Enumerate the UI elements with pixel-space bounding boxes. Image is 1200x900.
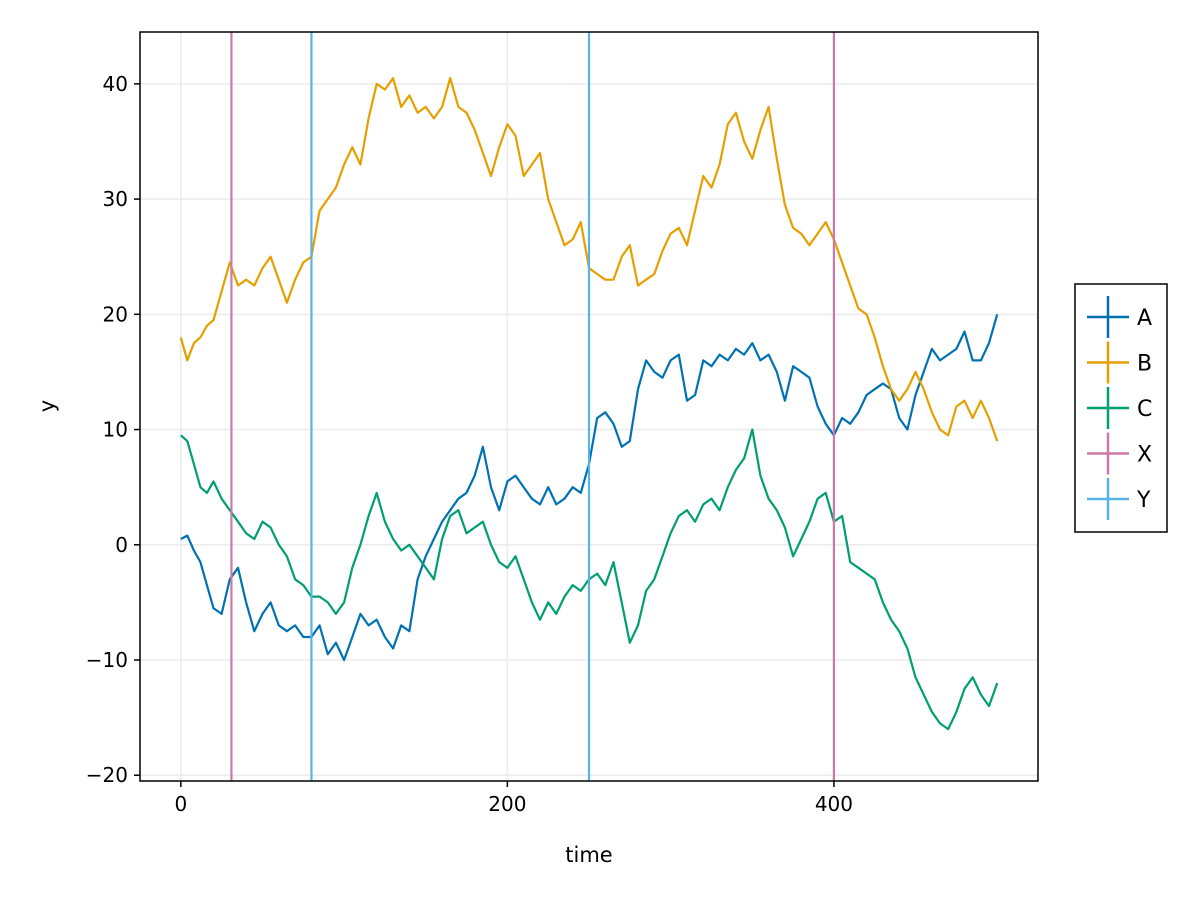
y-tick-label: 20 [103, 302, 128, 326]
y-tick-label: −10 [86, 648, 128, 672]
legend-label: Y [1136, 488, 1151, 513]
y-tick-label: −20 [86, 763, 128, 787]
y-tick-label: 30 [103, 187, 128, 211]
vertical-lines [230, 32, 836, 781]
y-tick-label: 0 [115, 533, 128, 557]
legend-item-c: C [1087, 387, 1152, 429]
plot-series [179, 76, 999, 731]
series-line-b [179, 76, 999, 442]
x-axis-title: time [565, 843, 612, 867]
legend-label: A [1137, 306, 1152, 331]
x-axis: 0 200 400 [174, 781, 853, 816]
legend-item-x: X [1087, 432, 1152, 475]
legend-item-y: Y [1087, 478, 1151, 520]
x-tick-label: 200 [488, 792, 526, 816]
legend-label: C [1137, 397, 1152, 422]
legend-item-a: A [1087, 296, 1152, 338]
y-tick-label: 10 [103, 418, 128, 442]
y-tick-label: 40 [103, 72, 128, 96]
y-axis: −20 −10 0 10 20 30 40 [86, 72, 140, 787]
legend-label: X [1137, 443, 1152, 468]
x-tick-label: 0 [174, 792, 187, 816]
legend-label: B [1137, 352, 1152, 377]
y-axis-title: y [35, 400, 59, 412]
plot-frame [139, 31, 1039, 782]
series-line-c [180, 428, 999, 731]
x-tick-label: 400 [815, 792, 853, 816]
legend-item-b: B [1087, 341, 1152, 384]
series-line-a [180, 313, 999, 662]
